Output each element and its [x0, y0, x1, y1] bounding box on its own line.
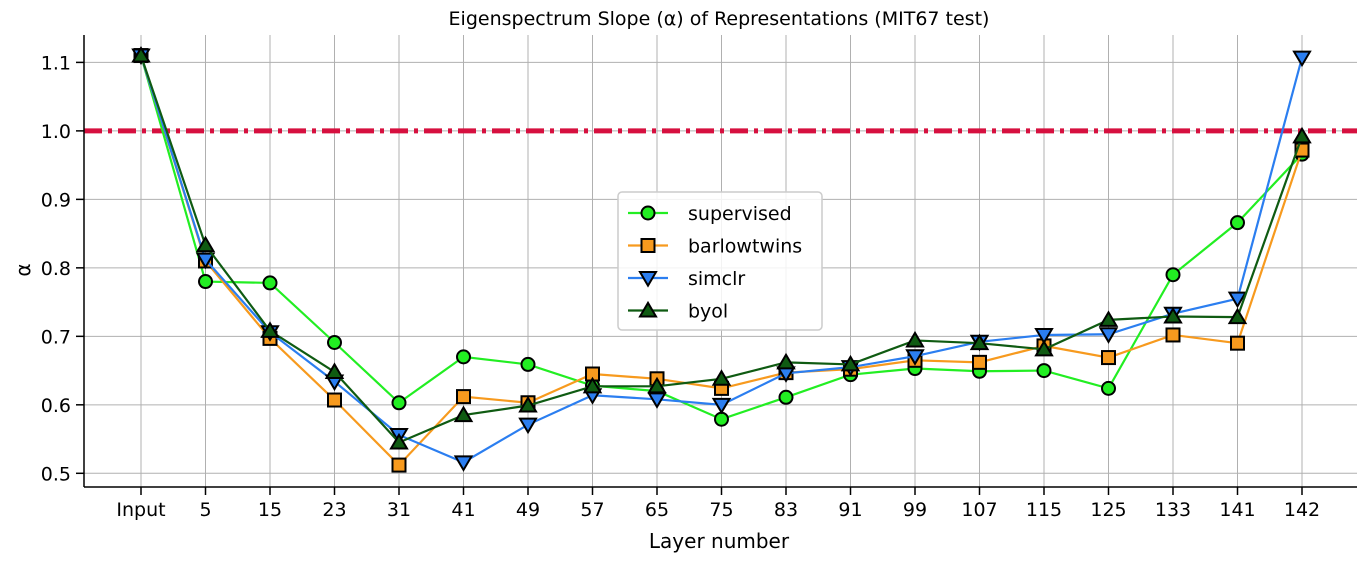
x-tick-label: 5 [199, 499, 211, 521]
x-tick-label: 142 [1284, 499, 1320, 521]
data-point [1230, 335, 1245, 351]
data-point [776, 352, 796, 370]
data-point [1098, 310, 1119, 327]
x-tick-label: 115 [1026, 499, 1062, 521]
legend-marker [640, 238, 656, 253]
y-tick-label: 1.0 [41, 121, 71, 143]
legend-label: supervised [688, 203, 792, 225]
x-tick-label: 99 [903, 499, 927, 521]
legend-box [617, 191, 823, 331]
legend-item-simclr: simclr [628, 268, 745, 290]
data-point [327, 392, 342, 408]
data-point [1034, 339, 1054, 357]
y-tick-label: 0.5 [41, 463, 71, 485]
data-point [840, 354, 861, 372]
y-axis-title: α [11, 263, 35, 276]
data-point [582, 376, 603, 394]
data-point [198, 274, 213, 290]
legend: supervised barlowtwins simclr byol [617, 191, 823, 331]
legend-label: barlowtwins [688, 236, 802, 258]
legend-label: simclr [688, 268, 745, 290]
data-point [456, 389, 471, 405]
x-tick-label: 65 [645, 499, 669, 521]
data-point [453, 455, 474, 472]
data-point [324, 362, 345, 379]
data-point [972, 354, 987, 370]
x-tick-label: 15 [258, 499, 282, 521]
x-tick-label: 107 [961, 499, 997, 521]
data-point [1165, 327, 1181, 343]
x-tick-label: 141 [1219, 499, 1255, 521]
data-point [518, 417, 538, 435]
x-tick-label: 23 [322, 499, 346, 521]
y-tick-label: 1.1 [41, 52, 71, 74]
x-tick-label: 75 [709, 499, 733, 521]
legend-item-barlowtwins: barlowtwins [628, 236, 802, 258]
series-byol [131, 45, 1312, 450]
series-group [131, 45, 1312, 473]
data-point [711, 369, 732, 386]
data-point [1292, 50, 1312, 68]
data-point [520, 356, 536, 372]
data-point [327, 334, 342, 350]
data-point [1163, 306, 1183, 324]
data-point [778, 389, 794, 405]
data-point [389, 432, 409, 450]
data-point [647, 376, 667, 394]
y-tick-label: 0.9 [41, 189, 71, 211]
data-point [518, 395, 538, 413]
legend-label: byol [688, 301, 728, 323]
data-point [456, 349, 471, 365]
x-tick-label: 83 [774, 499, 798, 521]
data-point [647, 392, 667, 409]
data-point [195, 235, 216, 253]
chart-title: Eigenspectrum Slope (α) of Representatio… [449, 8, 990, 30]
data-point [714, 411, 729, 427]
y-tick-label: 0.6 [41, 395, 71, 417]
legend-marker [640, 205, 656, 221]
data-point [391, 395, 407, 411]
x-axis-title: Layer number [649, 529, 790, 553]
x-tick-label: 133 [1155, 499, 1191, 521]
data-point [195, 252, 216, 270]
y-tick-label: 0.8 [41, 258, 71, 280]
data-point [905, 330, 925, 348]
data-point [1230, 215, 1245, 231]
x-tick-label: 41 [451, 499, 475, 521]
data-point [391, 457, 407, 473]
data-point [1101, 380, 1116, 396]
data-point [711, 397, 732, 415]
x-tick-label: 31 [387, 499, 411, 521]
data-point [1292, 126, 1312, 144]
legend-item-byol: byol [628, 301, 728, 323]
x-tick-label: Input [116, 499, 165, 521]
data-point [1227, 307, 1248, 325]
x-tick-label: 57 [580, 499, 604, 521]
legend-marker [638, 271, 658, 288]
data-point [1227, 291, 1248, 309]
axes [83, 35, 1357, 488]
legend-item-supervised: supervised [628, 203, 792, 225]
data-point [1036, 363, 1052, 379]
data-point [1101, 350, 1116, 366]
data-point [969, 333, 990, 351]
data-point [131, 45, 151, 63]
data-point [905, 349, 925, 366]
data-point [1098, 327, 1119, 344]
data-point [1165, 267, 1181, 283]
x-tick-label: 91 [838, 499, 862, 521]
x-tick-label: 125 [1090, 499, 1126, 521]
x-tick-label: 49 [516, 499, 540, 521]
y-tick-label: 0.7 [41, 326, 71, 348]
data-point [262, 275, 278, 291]
data-point [260, 321, 280, 338]
data-point [1034, 327, 1054, 345]
data-point [453, 405, 474, 423]
ticks: Input 5 15 23 31 41 49 57 65 75 83 91 99 107 115 125 133… [41, 52, 1320, 521]
legend-marker [638, 300, 658, 318]
